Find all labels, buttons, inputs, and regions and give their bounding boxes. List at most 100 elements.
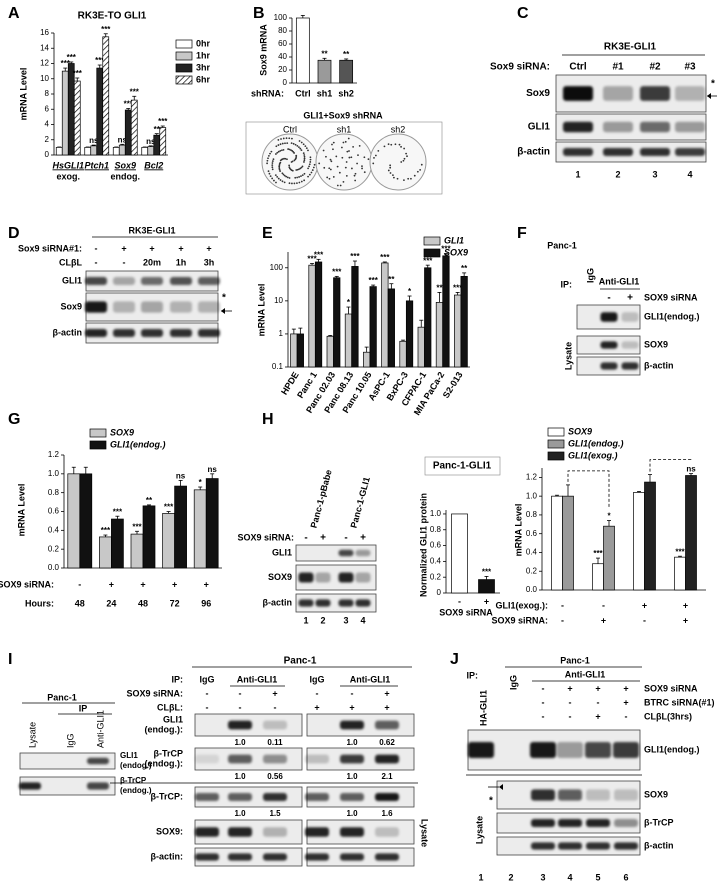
colony: [288, 148, 291, 151]
colony: [288, 164, 291, 167]
bar: [84, 147, 92, 156]
colony: [298, 140, 301, 142]
colony: [326, 176, 329, 179]
bar: [442, 255, 450, 368]
condition-value: +: [595, 711, 600, 721]
bar: [102, 36, 110, 156]
colony: [277, 144, 280, 146]
y-tick-label: 0.8: [430, 525, 442, 534]
band: [375, 754, 399, 764]
colony: [276, 176, 279, 178]
row-value: 72: [170, 598, 180, 608]
condition-value: +: [314, 702, 319, 712]
colony: [282, 148, 285, 151]
band: [263, 793, 287, 801]
colony: [311, 169, 314, 171]
row-label: Hours:: [25, 598, 54, 608]
bar: [61, 70, 69, 156]
lane-label: Ctrl: [569, 62, 586, 73]
colony: [372, 162, 375, 165]
blot-title: Panc-1: [47, 692, 77, 702]
band: [170, 277, 192, 285]
band: [586, 819, 610, 827]
colony: [361, 165, 363, 168]
band: [141, 329, 163, 337]
significance: ***: [314, 250, 324, 259]
band: [87, 757, 109, 765]
band: [621, 362, 639, 370]
colony: [400, 161, 403, 163]
colony: [403, 157, 406, 160]
colony: [275, 153, 277, 155]
colony: [330, 160, 333, 163]
lane-number: 6: [623, 872, 628, 882]
x-tick-label: sh1: [317, 88, 333, 98]
colony: [299, 147, 302, 150]
bar: [153, 134, 161, 156]
condition-value: -: [542, 683, 545, 693]
significance: ***: [73, 69, 83, 78]
colony: [281, 180, 284, 183]
colony: [292, 142, 295, 145]
significance: **: [146, 496, 153, 505]
band: [170, 301, 192, 313]
band: [586, 789, 610, 801]
cell-line: Panc-1-GLI1: [349, 476, 372, 529]
lane-label: Anti-GLI1: [237, 674, 278, 684]
band: [87, 782, 109, 790]
blot: [295, 593, 377, 613]
marker: *: [711, 79, 715, 90]
condition-value: -: [95, 257, 98, 267]
colony: [322, 149, 325, 152]
row-label: SOX9: [644, 339, 668, 349]
y-tick-label: 12: [40, 59, 49, 68]
colony: [303, 161, 305, 163]
bar: [55, 147, 63, 156]
quantification: 0.11: [267, 738, 283, 747]
colony: [280, 138, 282, 140]
y-tick-label: 6: [45, 104, 50, 113]
colony: [300, 149, 303, 152]
assay-frame: [245, 121, 443, 195]
bar: [159, 127, 167, 156]
significance: ns: [89, 136, 99, 145]
band: [298, 572, 314, 583]
bar: [124, 109, 132, 156]
row-value: +: [172, 579, 177, 589]
colony: [273, 179, 275, 182]
colony: [267, 170, 270, 173]
legend-swatch: [547, 427, 565, 437]
lane-number: 1: [478, 872, 483, 882]
significance: ***: [61, 59, 71, 68]
bar: [90, 145, 98, 156]
colony: [348, 156, 351, 159]
colony: [293, 152, 295, 154]
row-label: (endog.):: [145, 758, 184, 768]
band: [19, 782, 41, 790]
lane-label: IgG: [200, 674, 215, 684]
colony: [346, 150, 349, 153]
legend-label: GLI1(endog.): [110, 439, 166, 449]
bar: [344, 313, 353, 368]
significance: ***: [350, 252, 360, 261]
colony: [354, 172, 357, 175]
row-value: -: [78, 579, 81, 589]
group-label: exog.: [56, 171, 80, 181]
colony: [305, 147, 308, 150]
colony: [298, 176, 300, 178]
colony: [342, 180, 345, 183]
band: [228, 853, 252, 861]
colony: [329, 158, 332, 161]
colony: [274, 174, 277, 177]
band: [198, 277, 220, 285]
condition-label: CLβL:: [157, 702, 183, 712]
bar: [111, 518, 124, 569]
bar: [79, 473, 93, 569]
colony: [339, 184, 342, 187]
significance: ***: [164, 503, 174, 512]
significance: ***: [368, 276, 378, 285]
colony: [296, 176, 299, 179]
colony: [267, 157, 269, 160]
band: [315, 599, 331, 607]
row-label: GLI1: [272, 547, 292, 557]
